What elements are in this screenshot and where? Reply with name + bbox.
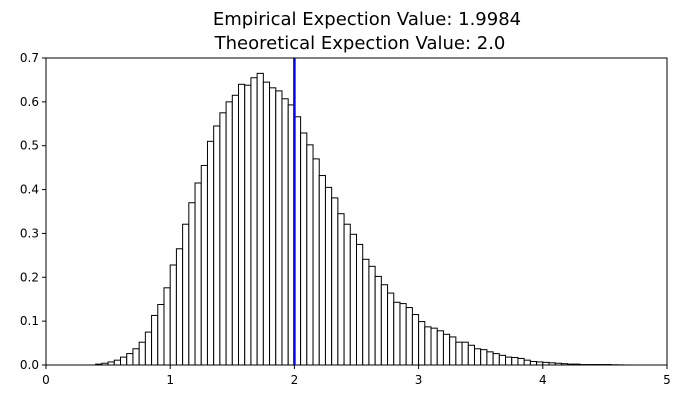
histogram-bar	[517, 357, 525, 366]
histogram-bar	[480, 349, 488, 366]
x-tick-label: 4	[539, 373, 547, 387]
histogram-bar	[424, 326, 432, 366]
histogram-bar	[225, 101, 233, 366]
y-tick-label: 0.3	[20, 226, 39, 240]
histogram-bars	[95, 72, 625, 366]
histogram-bar	[418, 321, 426, 366]
histogram-bar	[399, 303, 407, 366]
histogram-bar	[206, 140, 215, 366]
histogram-bar	[256, 72, 264, 366]
histogram-bar	[473, 348, 482, 366]
histogram-bar	[250, 77, 258, 366]
histogram-bar	[393, 301, 401, 366]
histogram-bar	[275, 90, 283, 366]
histogram-bar	[511, 357, 519, 366]
histogram-bar	[281, 98, 289, 366]
histogram-bar	[306, 144, 314, 366]
y-tick-label: 0.4	[20, 183, 39, 197]
histogram-bar	[405, 307, 413, 366]
histogram-bar	[529, 360, 538, 366]
y-tick-label: 0.7	[20, 51, 39, 65]
y-tick-label: 0.2	[20, 270, 39, 284]
histogram-bar	[436, 330, 444, 366]
histogram-bar	[151, 314, 159, 366]
x-tick-label: 3	[415, 373, 423, 387]
histogram-bar	[349, 233, 358, 366]
histogram-bar	[362, 258, 370, 366]
x-tick-label: 2	[291, 373, 299, 387]
histogram-bar	[200, 164, 208, 366]
histogram-bar	[486, 351, 494, 366]
axes-frame	[45, 57, 668, 366]
histogram-bar	[120, 356, 128, 366]
histogram-bar	[213, 125, 221, 366]
x-axis-ticks: 0 1 2 3 4 5	[42, 365, 671, 387]
histogram-bar	[169, 264, 177, 366]
histogram-bar	[188, 202, 196, 366]
histogram-bar	[449, 336, 457, 366]
histogram-bar	[126, 353, 134, 366]
histogram-bar	[368, 265, 376, 366]
histogram-bar	[300, 132, 308, 366]
y-tick-label: 0.0	[20, 358, 39, 372]
histogram-bar	[163, 287, 171, 366]
histogram-bar	[523, 359, 531, 366]
histogram-bar	[374, 275, 382, 366]
histogram-bar	[380, 284, 389, 366]
histogram-bar	[387, 292, 395, 366]
chart-title-line1: Empirical Expection Value: 1.9984	[213, 9, 521, 30]
histogram-bar	[356, 243, 364, 366]
histogram-bar	[262, 81, 271, 366]
histogram-bar	[442, 333, 451, 366]
y-tick-label: 0.6	[20, 95, 39, 109]
histogram-bar	[411, 314, 420, 366]
histogram-bar	[238, 83, 246, 366]
histogram-bar	[175, 248, 184, 366]
x-tick-label: 5	[663, 373, 671, 387]
histogram-bar	[505, 356, 513, 366]
histogram-bar	[318, 175, 326, 366]
histogram-bar	[113, 359, 122, 366]
histogram-bar	[455, 341, 463, 366]
histogram-bar	[461, 341, 469, 366]
histogram-bar	[132, 348, 140, 366]
histogram-bar	[182, 223, 190, 366]
histogram-bar	[157, 303, 165, 366]
histogram-bar	[219, 112, 227, 366]
chart-title-line2: Theoretical Expection Value: 2.0	[214, 33, 506, 54]
y-tick-label: 0.5	[20, 139, 39, 153]
y-axis-ticks: 0.0 0.1 0.2 0.3 0.4 0.5 0.6 0.7	[20, 51, 46, 372]
histogram-bar	[312, 158, 320, 366]
histogram-bar	[467, 344, 475, 366]
histogram-bar	[498, 354, 507, 366]
y-tick-label: 0.1	[20, 314, 39, 328]
histogram-bar	[269, 87, 277, 366]
histogram-bar	[331, 197, 339, 366]
histogram-bar	[337, 213, 345, 366]
x-tick-label: 0	[42, 373, 50, 387]
histogram-bar	[194, 182, 202, 366]
histogram-bar	[138, 341, 146, 366]
histogram-bar	[231, 94, 240, 366]
histogram-bar	[144, 331, 153, 366]
histogram-bar	[492, 353, 500, 366]
histogram-bar	[244, 84, 252, 366]
x-tick-label: 1	[166, 373, 174, 387]
histogram-bar	[430, 327, 438, 366]
histogram-bar	[343, 223, 351, 366]
histogram-bar	[324, 186, 333, 366]
